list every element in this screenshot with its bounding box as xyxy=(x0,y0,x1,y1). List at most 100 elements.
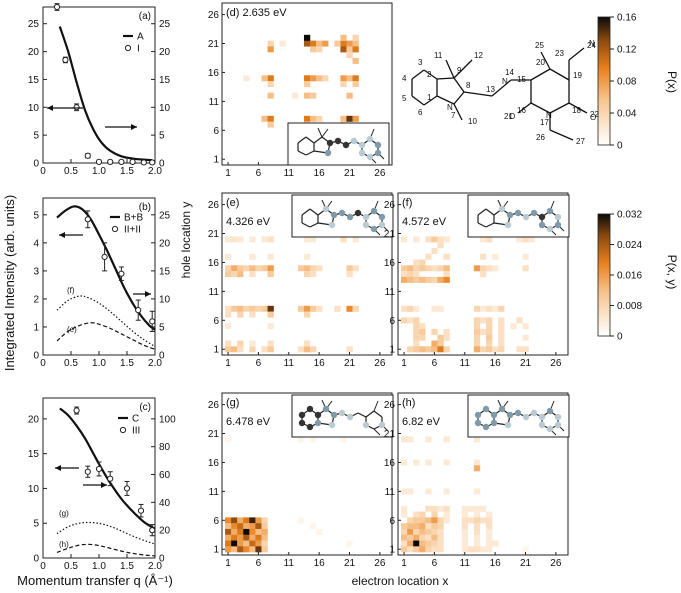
heatmap-cell xyxy=(413,259,420,266)
heatmap-cell xyxy=(401,265,408,272)
x-tick-label: 6 xyxy=(432,358,438,369)
mini-atom xyxy=(338,409,346,417)
mini-atom xyxy=(370,225,378,233)
heatmap-cell xyxy=(346,75,353,82)
molecule-bond xyxy=(517,102,532,114)
heatmap-cell xyxy=(249,253,256,260)
heatmap-cell xyxy=(267,323,274,330)
x-tick-label: 1.0 xyxy=(92,561,106,572)
x-tick-label: 0.5 xyxy=(64,358,78,369)
mini-atom xyxy=(374,149,382,157)
heatmap-cell xyxy=(413,305,420,312)
molecule-bond xyxy=(453,77,465,93)
mini-atom xyxy=(504,421,512,429)
heatmap-cell xyxy=(419,259,426,266)
molecule-bond xyxy=(540,51,551,70)
heatmap-cell xyxy=(516,236,523,243)
heatmap-cell xyxy=(425,528,432,535)
data-point xyxy=(95,158,103,165)
heatmap-cell xyxy=(267,305,274,312)
molecule-bond xyxy=(423,69,438,80)
heatmap-cell xyxy=(261,75,268,82)
y-left-tick-label: 20 xyxy=(28,47,40,58)
heatmap-cell xyxy=(407,523,414,530)
mini-atom xyxy=(554,421,562,429)
x-tick-label: 21 xyxy=(520,358,532,369)
heatmap-cell xyxy=(340,81,347,88)
y-right-tick-label: 20 xyxy=(159,47,171,58)
heatmap-cell xyxy=(419,346,426,353)
heatmap-cell xyxy=(352,46,359,53)
heatmap-cell xyxy=(419,540,426,547)
colorbar-tick-label: 0.12 xyxy=(617,45,637,56)
mini-atom xyxy=(354,209,362,217)
heatmap-cell xyxy=(467,505,475,512)
heatmap-cell xyxy=(425,236,432,243)
atom-number-15: 15 xyxy=(517,75,526,84)
heatmap-cell xyxy=(443,346,450,353)
heatmap-cell xyxy=(407,528,414,535)
heatmap-cell xyxy=(437,236,444,243)
atom-number-4: 4 xyxy=(402,74,407,83)
data-point xyxy=(95,465,103,473)
heatmap-cell xyxy=(479,517,487,524)
heatmap-cell xyxy=(267,75,274,82)
atom-number-10: 10 xyxy=(468,117,477,126)
heatmap-cell xyxy=(492,540,499,547)
molecule-bond xyxy=(549,129,574,141)
heatmap-cell xyxy=(461,528,469,535)
mini-atom xyxy=(378,221,386,229)
heatmap-cell xyxy=(231,305,238,312)
mini-atom xyxy=(546,425,554,433)
heatmap-cell xyxy=(407,265,414,272)
mini-atom xyxy=(362,213,370,221)
heatmap-cell xyxy=(473,546,481,553)
heatmap-cell xyxy=(316,40,323,47)
heatmap-cell xyxy=(498,340,505,347)
heatmap-cell xyxy=(225,540,232,547)
x-tick-label: 1 xyxy=(401,558,407,569)
heatmap-cell xyxy=(413,271,420,278)
heatmap-cell xyxy=(310,346,317,353)
heatmap-cell xyxy=(498,305,505,312)
x-tick-label: 21 xyxy=(344,358,356,369)
y-right-tick-label: 25 xyxy=(159,19,171,30)
y-right-tick-label: 20 xyxy=(159,526,171,537)
heatmap-cell xyxy=(443,459,450,466)
mini-bond xyxy=(373,400,379,412)
heatmap-cell xyxy=(249,236,256,243)
heatmap-cell xyxy=(516,346,523,353)
heatmap-cell xyxy=(225,534,232,541)
line-panel-b: 0 0.5 1.0 1.5 2.00123450510152025(b)B+BII+II… xyxy=(33,197,171,369)
molecule-bond xyxy=(549,68,570,81)
heatmap-cell xyxy=(401,534,408,541)
atom-number-7: 7 xyxy=(451,111,456,120)
heatmap-cell xyxy=(413,511,420,518)
heatmap-cell xyxy=(401,305,408,312)
colorbar-tick-label: 0.008 xyxy=(617,301,642,312)
x-tick-label: 6 xyxy=(256,168,262,179)
heatmap-cell xyxy=(249,517,256,524)
heatmap-cell xyxy=(479,328,487,335)
heatmap-cell xyxy=(316,75,323,82)
x-tick-label: 1.0 xyxy=(92,166,106,177)
panel-label: (f) xyxy=(402,197,412,209)
heatmap-cell xyxy=(528,236,535,243)
heatmap-cell xyxy=(413,236,420,243)
heatmap-cell xyxy=(225,271,232,278)
heatmap-cell xyxy=(231,236,238,243)
colorbar-top-gradient xyxy=(597,16,611,146)
curve-label-g: (g) xyxy=(59,509,69,518)
atom-number-23: 23 xyxy=(555,49,564,58)
heatmap-cell xyxy=(419,546,426,553)
heatmap-cell xyxy=(486,323,493,330)
y-right-tick-label: 80 xyxy=(159,442,171,453)
heatmap-cell xyxy=(492,305,499,312)
y-right-tick-label: 0 xyxy=(159,159,165,170)
x-tick-label: 6 xyxy=(432,558,438,569)
colorbar-tick-label: 0.08 xyxy=(617,77,637,88)
molecule-bond xyxy=(445,59,455,79)
heatmap-cell xyxy=(443,328,450,335)
